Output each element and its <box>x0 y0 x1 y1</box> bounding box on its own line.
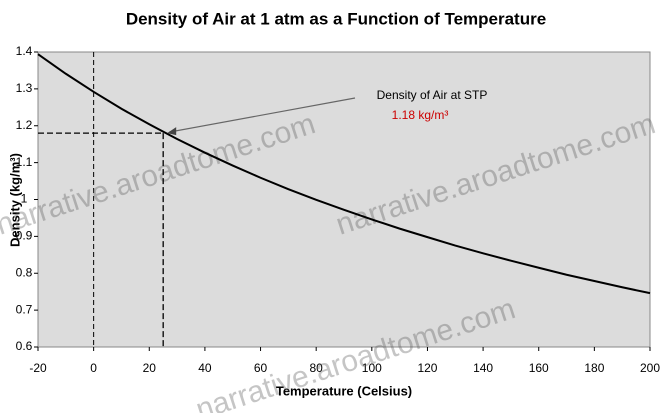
x-tick-label: 40 <box>198 361 212 375</box>
annotation-value: 1.18 kg/m³ <box>392 108 449 122</box>
plot-area <box>37 51 651 348</box>
x-tick-label: 140 <box>473 361 493 375</box>
y-tick-label: 1.4 <box>16 44 33 58</box>
x-axis-label: Temperature (Celsius) <box>276 383 412 398</box>
y-tick-label: 0.7 <box>16 302 33 316</box>
density-line <box>37 53 651 295</box>
x-tick-label: 120 <box>417 361 437 375</box>
x-tick-label: 160 <box>529 361 549 375</box>
x-tick-label: 200 <box>640 361 660 375</box>
x-tick-label: 0 <box>90 361 97 375</box>
x-tick-label: 20 <box>143 361 157 375</box>
y-tick-label: 1.2 <box>16 118 33 132</box>
y-tick-label: 1 <box>21 192 28 206</box>
x-tick-label: -20 <box>29 361 47 375</box>
x-tick-label: 60 <box>254 361 268 375</box>
y-tick-label: 0.6 <box>16 339 33 353</box>
y-axis-label: Density (kg/m³) <box>7 153 22 247</box>
annotation-text: Density of Air at STP <box>377 88 488 102</box>
y-tick-label: 0.8 <box>16 265 33 279</box>
annotation-arrow <box>169 97 356 133</box>
x-tick-label: 180 <box>584 361 604 375</box>
x-tick-label: 100 <box>362 361 382 375</box>
y-tick-label: 0.9 <box>16 229 33 243</box>
y-tick-label: 1.3 <box>16 81 33 95</box>
chart-title: Density of Air at 1 atm as a Function of… <box>126 9 546 28</box>
arrow-head <box>167 127 177 136</box>
x-tick-label: 80 <box>310 361 324 375</box>
y-tick-label: 1.1 <box>16 155 33 169</box>
